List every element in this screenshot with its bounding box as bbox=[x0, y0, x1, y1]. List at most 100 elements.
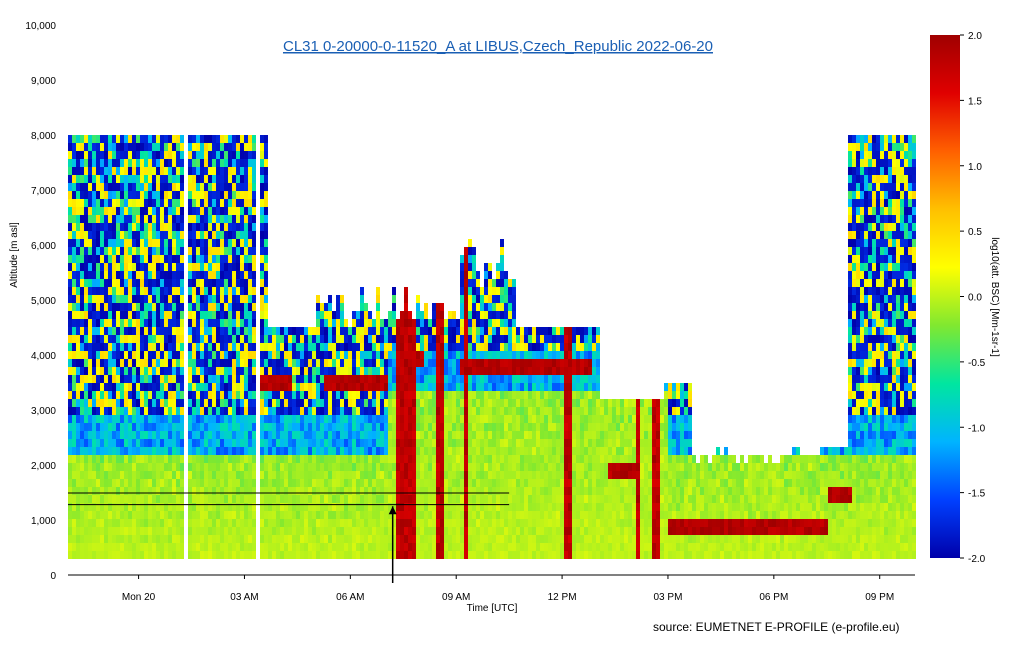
heatmap-cell bbox=[464, 367, 468, 375]
heatmap-cell bbox=[108, 311, 112, 319]
heatmap-cell bbox=[564, 503, 568, 511]
heatmap-cell bbox=[372, 551, 376, 559]
heatmap-cell bbox=[328, 383, 332, 391]
heatmap-cell bbox=[268, 367, 272, 375]
heatmap-cell bbox=[148, 247, 152, 255]
heatmap-cell bbox=[460, 519, 464, 527]
heatmap-cell bbox=[360, 399, 364, 407]
heatmap-cell bbox=[104, 263, 108, 271]
heatmap-cell bbox=[484, 327, 488, 335]
heatmap-cell bbox=[352, 511, 356, 519]
heatmap-cell bbox=[92, 223, 96, 231]
heatmap-cell bbox=[548, 551, 552, 559]
heatmap-cell bbox=[196, 175, 200, 183]
heatmap-cell bbox=[200, 327, 204, 335]
heatmap-cell bbox=[564, 327, 568, 335]
heatmap-cell bbox=[496, 383, 500, 391]
heatmap-cell bbox=[400, 375, 404, 383]
heatmap-cell bbox=[168, 175, 172, 183]
heatmap-cell bbox=[368, 375, 372, 383]
heatmap-cell bbox=[160, 495, 164, 503]
heatmap-cell bbox=[144, 383, 148, 391]
heatmap-cell bbox=[80, 479, 84, 487]
heatmap-cell bbox=[312, 447, 316, 455]
heatmap-cell bbox=[156, 415, 160, 423]
heatmap-cell bbox=[176, 183, 180, 191]
heatmap-cell bbox=[240, 455, 244, 463]
heatmap-cell bbox=[188, 415, 192, 423]
heatmap-cell bbox=[492, 551, 496, 559]
heatmap-cell bbox=[288, 527, 292, 535]
heatmap-cell bbox=[292, 431, 296, 439]
heatmap-cell bbox=[396, 527, 400, 535]
heatmap-cell bbox=[248, 191, 252, 199]
heatmap-cell bbox=[412, 319, 416, 327]
heatmap-cell bbox=[392, 351, 396, 359]
heatmap-cell bbox=[416, 431, 420, 439]
heatmap-cell bbox=[100, 255, 104, 263]
heatmap-cell bbox=[180, 191, 184, 199]
heatmap-cell bbox=[532, 551, 536, 559]
heatmap-cell bbox=[264, 199, 268, 207]
heatmap-cell bbox=[80, 215, 84, 223]
heatmap-cell bbox=[440, 535, 444, 543]
heatmap-cell bbox=[164, 431, 168, 439]
heatmap-cell bbox=[440, 391, 444, 399]
heatmap-cell bbox=[560, 487, 564, 495]
heatmap-cell bbox=[428, 327, 432, 335]
heatmap-cell bbox=[332, 519, 336, 527]
heatmap-cell bbox=[440, 415, 444, 423]
heatmap-cell bbox=[180, 159, 184, 167]
heatmap-cell bbox=[224, 375, 228, 383]
heatmap-cell bbox=[168, 439, 172, 447]
heatmap-cell bbox=[96, 479, 100, 487]
heatmap-cell bbox=[484, 487, 488, 495]
heatmap-cell bbox=[180, 255, 184, 263]
heatmap-cell bbox=[480, 367, 484, 375]
heatmap-cell bbox=[212, 207, 216, 215]
heatmap-cell bbox=[104, 135, 108, 143]
heatmap-cell bbox=[252, 535, 256, 543]
heatmap-cell bbox=[480, 375, 484, 383]
heatmap-cell bbox=[576, 375, 580, 383]
heatmap-cell bbox=[248, 487, 252, 495]
chart-title[interactable]: CL31 0-20000-0-11520_A at LIBUS,Czech_Re… bbox=[283, 38, 713, 55]
heatmap-cell bbox=[132, 519, 136, 527]
heatmap-cell bbox=[416, 295, 420, 303]
heatmap-cell bbox=[520, 383, 524, 391]
heatmap-cell bbox=[228, 335, 232, 343]
heatmap-cell bbox=[92, 383, 96, 391]
heatmap-cell bbox=[520, 527, 524, 535]
heatmap-cell bbox=[100, 335, 104, 343]
heatmap-cell bbox=[72, 431, 76, 439]
heatmap-cell bbox=[312, 431, 316, 439]
heatmap-cell bbox=[564, 391, 568, 399]
heatmap-cell bbox=[332, 375, 336, 383]
heatmap-cell bbox=[344, 455, 348, 463]
heatmap-cell bbox=[192, 231, 196, 239]
heatmap-cell bbox=[356, 535, 360, 543]
heatmap-cell bbox=[204, 335, 208, 343]
heatmap-cell bbox=[488, 487, 492, 495]
heatmap-cell bbox=[248, 423, 252, 431]
heatmap-cell bbox=[512, 327, 516, 335]
heatmap-cell bbox=[72, 207, 76, 215]
heatmap-cell bbox=[524, 551, 528, 559]
heatmap-cell bbox=[236, 327, 240, 335]
heatmap-cell bbox=[444, 551, 448, 559]
heatmap-cell bbox=[496, 415, 500, 423]
heatmap-cell bbox=[88, 479, 92, 487]
heatmap-cell bbox=[436, 351, 440, 359]
heatmap-cell bbox=[252, 543, 256, 551]
heatmap-cell bbox=[268, 495, 272, 503]
heatmap-cell bbox=[552, 487, 556, 495]
heatmap-cell bbox=[264, 239, 268, 247]
heatmap-cell bbox=[216, 151, 220, 159]
heatmap-cell bbox=[172, 151, 176, 159]
heatmap-cell bbox=[84, 455, 88, 463]
heatmap-cell bbox=[260, 167, 264, 175]
heatmap-cell bbox=[228, 511, 232, 519]
heatmap-cell bbox=[396, 511, 400, 519]
heatmap-cell bbox=[448, 495, 452, 503]
heatmap-cell bbox=[208, 303, 212, 311]
